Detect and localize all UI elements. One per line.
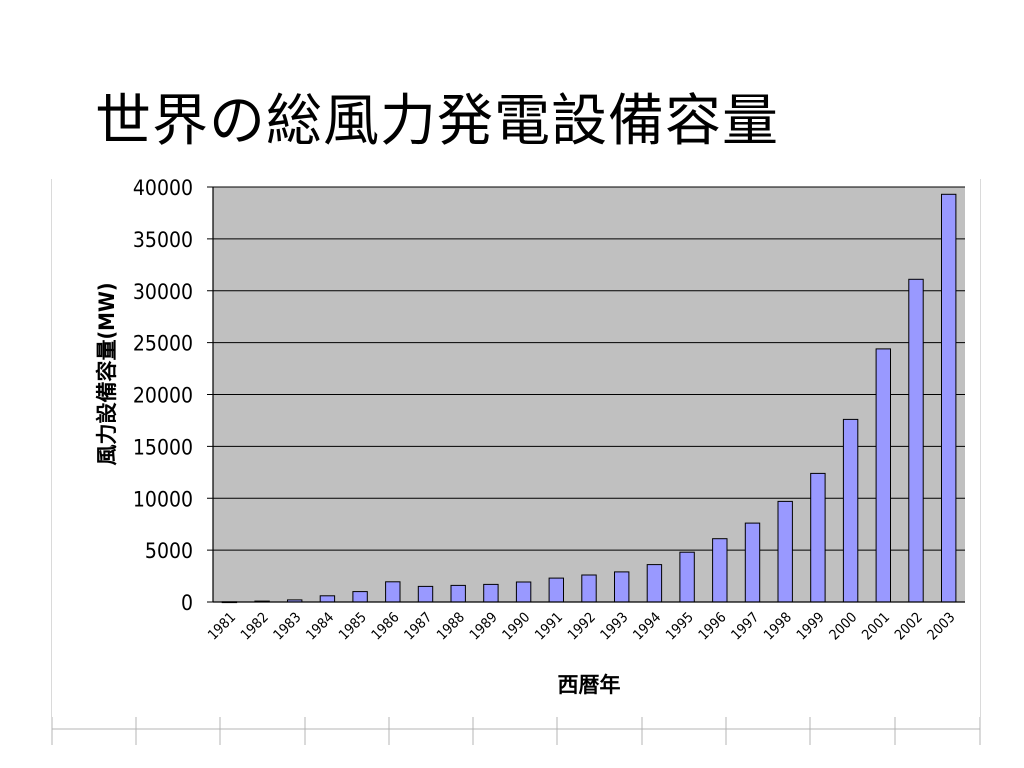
y-tick-label: 30000 [133,280,193,304]
bar-2003 [941,193,957,603]
y-tick-label: 0 [181,591,193,615]
y-tick-label: 15000 [133,435,193,459]
bar-1993 [614,571,630,603]
bar-1990 [515,581,532,603]
bar-1987 [417,585,434,603]
y-tick-label: 25000 [133,332,193,356]
bar-1991 [548,577,564,603]
y-tick-label: 20000 [133,384,193,408]
bar-1985 [352,591,368,603]
x-axis-label: 西暦年 [558,673,621,697]
bar-2002 [908,278,924,603]
bar-1996 [712,538,728,603]
y-tick-label: 10000 [133,487,193,511]
y-tick-label: 5000 [145,539,193,563]
bar-1997 [744,522,761,603]
bar-1988 [450,584,466,603]
gridlines [213,186,965,551]
y-axis-label: 風力設備容量(MW) [95,283,119,466]
bar-1995 [679,551,695,603]
bar-1986 [385,581,401,603]
bar-1984 [319,595,336,603]
slide-title: 世界の総風力発電設備容量 [95,89,779,154]
y-tick-labels: 0 5000 10000 15000 20000 25000 30000 35000 40000 [133,176,213,615]
bar-1994 [646,564,663,603]
bar-1989 [483,583,499,603]
bar-2000 [842,418,859,603]
bar-1998 [777,500,793,603]
bar-1992 [581,574,597,603]
y-tick-label: 35000 [133,228,193,252]
bar-1999 [810,472,826,603]
bars [221,193,957,604]
y-tick-label: 40000 [133,176,193,200]
bar-2001 [875,348,891,603]
